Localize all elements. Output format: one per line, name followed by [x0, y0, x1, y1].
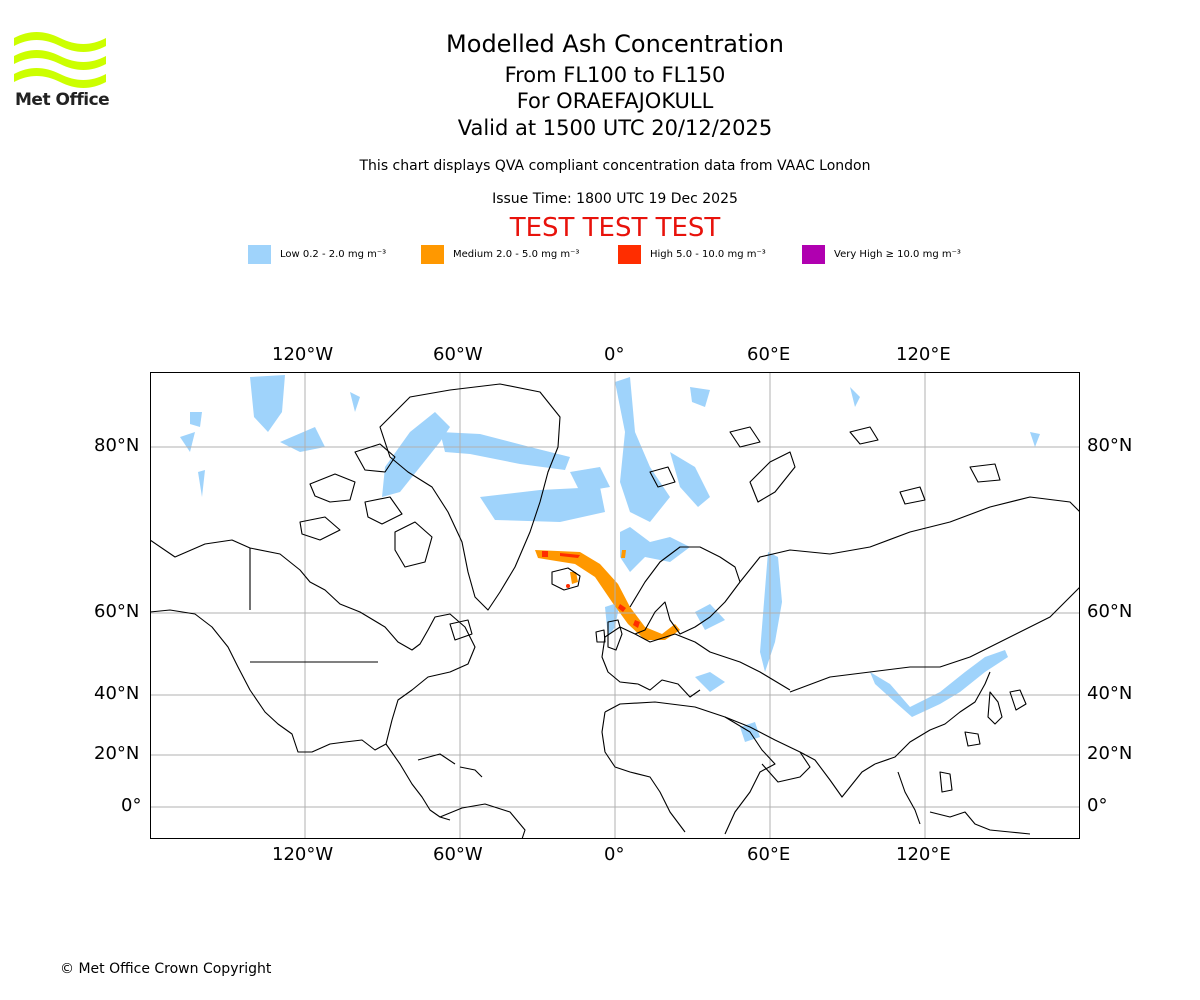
logo-text: Met Office	[15, 90, 110, 110]
valid-time: Valid at 1500 UTC 20/12/2025	[457, 116, 773, 140]
lat-tick-left: 40°N	[94, 683, 140, 704]
legend-label-low: Low 0.2 - 2.0 mg m⁻³	[280, 248, 387, 260]
lat-tick-left: 0°	[121, 795, 142, 816]
ash-medium-band	[535, 550, 680, 640]
ash-map	[150, 372, 1080, 839]
graticule	[150, 372, 1080, 839]
lat-tick-right: 80°N	[1087, 435, 1133, 456]
lon-tick-top: 120°E	[896, 344, 951, 365]
legend-label-medium: Medium 2.0 - 5.0 mg m⁻³	[453, 248, 580, 260]
lat-tick-right: 20°N	[1087, 743, 1133, 764]
lon-tick-top: 60°W	[433, 344, 483, 365]
chart-description: This chart displays QVA compliant concen…	[359, 158, 871, 174]
coastlines	[150, 383, 1080, 839]
ash-high-band	[542, 551, 640, 628]
lon-tick-bottom: 60°E	[747, 844, 791, 865]
lon-tick-top: 60°E	[747, 344, 791, 365]
lat-tick-left: 60°N	[94, 601, 140, 622]
lat-tick-left: 80°N	[94, 435, 140, 456]
legend-label-high: High 5.0 - 10.0 mg m⁻³	[650, 248, 766, 260]
legend-item-low: Low 0.2 - 2.0 mg m⁻³	[248, 244, 386, 264]
issue-time: Issue Time: 1800 UTC 19 Dec 2025	[492, 191, 738, 207]
legend-item-high: High 5.0 - 10.0 mg m⁻³	[618, 244, 766, 264]
lon-tick-top: 120°W	[272, 344, 334, 365]
map-frame	[150, 372, 1080, 839]
copyright: © Met Office Crown Copyright	[60, 961, 272, 977]
legend-swatch-low	[248, 244, 271, 264]
ash-low-areas	[180, 375, 1040, 742]
lon-tick-bottom: 120°E	[896, 844, 951, 865]
logo-waves-icon	[14, 32, 106, 88]
lat-tick-right: 0°	[1087, 795, 1108, 816]
flight-levels: From FL100 to FL150	[504, 63, 726, 87]
test-banner: TEST TEST TEST	[509, 213, 721, 243]
legend-swatch-high	[618, 244, 641, 264]
lat-tick-right: 60°N	[1087, 601, 1133, 622]
volcano-name: For ORAEFAJOKULL	[516, 89, 714, 113]
lon-tick-bottom: 120°W	[272, 844, 334, 865]
legend-label-very-high: Very High ≥ 10.0 mg m⁻³	[834, 248, 961, 260]
lon-tick-top: 0°	[604, 344, 625, 365]
lat-tick-left: 20°N	[94, 743, 140, 764]
lon-tick-bottom: 0°	[604, 844, 625, 865]
lon-tick-bottom: 60°W	[433, 844, 483, 865]
legend-swatch-very-high	[802, 244, 825, 264]
legend-item-very-high: Very High ≥ 10.0 mg m⁻³	[802, 244, 961, 264]
lat-tick-right: 40°N	[1087, 683, 1133, 704]
legend-swatch-medium	[421, 244, 444, 264]
legend-item-medium: Medium 2.0 - 5.0 mg m⁻³	[421, 244, 579, 264]
chart-title: Modelled Ash Concentration	[446, 30, 784, 58]
